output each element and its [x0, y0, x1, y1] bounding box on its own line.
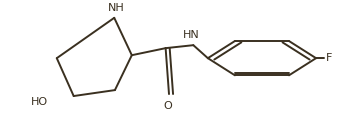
Text: NH: NH: [107, 3, 124, 13]
Text: O: O: [163, 101, 172, 111]
Text: HN: HN: [183, 30, 200, 40]
Text: F: F: [325, 53, 332, 63]
Text: HO: HO: [31, 97, 48, 107]
